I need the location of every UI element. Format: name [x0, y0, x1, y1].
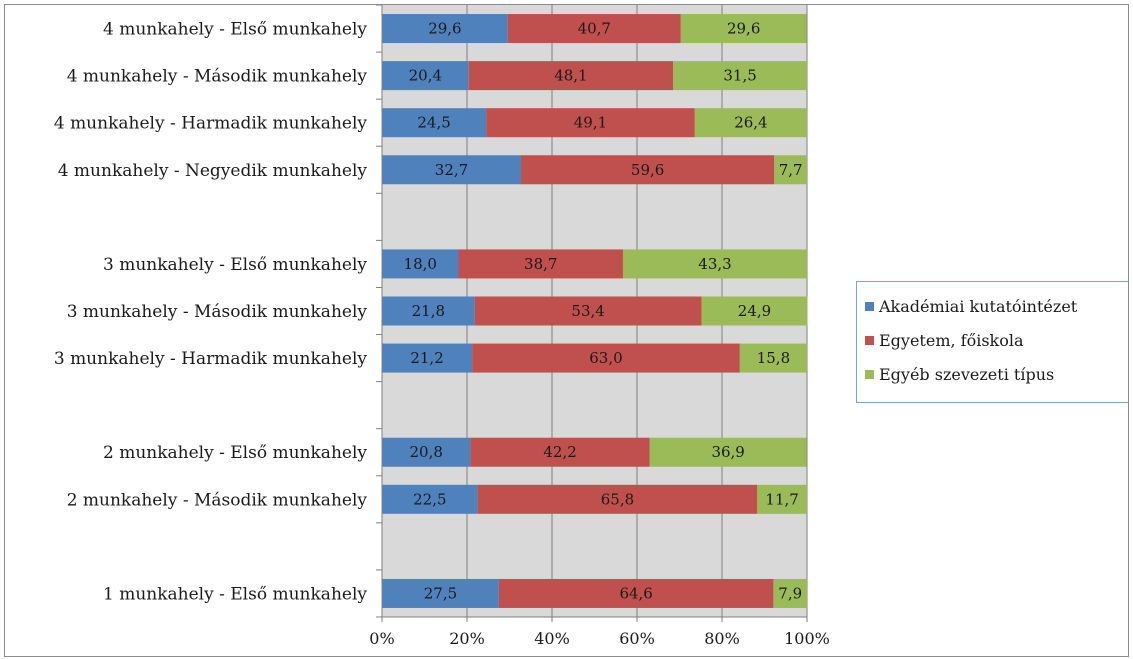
bar-segment [468, 61, 674, 91]
x-tick-label: 0% [369, 629, 394, 648]
bar-segment [507, 14, 681, 44]
data-label: 20,8 [409, 443, 442, 461]
bars [382, 14, 808, 608]
axes [376, 5, 808, 622]
category-label: 4 munkahely - Első munkahely [103, 20, 367, 40]
legend-label: Egyéb szevezeti típus [879, 364, 1055, 384]
category-label: 3 munkahely - Harmadik munkahely [54, 349, 368, 369]
category-label: 4 munkahely - Negyedik munkahely [58, 161, 368, 181]
bar-segment [498, 578, 774, 608]
bar-segment [382, 437, 471, 467]
category-label: 2 munkahely - Második munkahely [67, 490, 368, 510]
bar-segment [680, 14, 807, 44]
bar-segment [472, 343, 740, 373]
stacked-bar-chart: 0% 20% 40% 60% 80% 100% 4 munkahely - Első mun… [54, 5, 830, 648]
legend: Akadémiai kutatóintézet Egyetem, főiskol… [856, 281, 1128, 403]
x-tick-label: 60% [619, 629, 655, 648]
legend-item: Egyéb szevezeti típus [865, 357, 1128, 391]
bar-segment [477, 484, 758, 514]
bar-segment [382, 155, 521, 185]
data-label: 21,8 [412, 302, 445, 320]
bar-segment [520, 155, 775, 185]
data-label: 27,5 [424, 584, 457, 602]
category-label: 2 munkahely - Első munkahely [103, 443, 367, 463]
data-label: 15,8 [757, 349, 790, 367]
data-label: 20,4 [409, 67, 442, 85]
legend-swatch-green [865, 369, 874, 379]
bar-segment [486, 108, 695, 138]
data-label: 26,4 [734, 114, 767, 132]
category-label: 4 munkahely - Második munkahely [67, 67, 368, 87]
bar-segment [649, 437, 807, 467]
data-label: 59,6 [631, 161, 664, 179]
data-label: 31,5 [723, 67, 756, 85]
x-tick-label: 80% [704, 629, 740, 648]
chart-frame: 0% 20% 40% 60% 80% 100% 4 munkahely - Első mun… [4, 4, 1129, 657]
bar-segment [382, 61, 469, 91]
data-label: 49,1 [574, 114, 607, 132]
x-tick-label: 20% [449, 629, 485, 648]
bar-segment [382, 296, 475, 326]
data-label: 40,7 [578, 20, 611, 38]
legend-label: Egyetem, főiskola [879, 330, 1024, 350]
bar-segment [774, 155, 807, 185]
legend-item: Akadémiai kutatóintézet [865, 289, 1128, 323]
labels: 0% 20% 40% 60% 80% 100% 4 munkahely - Első mun… [54, 20, 830, 648]
data-label: 64,6 [619, 584, 652, 602]
legend-item: Egyetem, főiskola [865, 323, 1128, 357]
bar-segment [470, 437, 650, 467]
data-label: 63,0 [589, 349, 622, 367]
bar-segment [382, 343, 473, 373]
bar-segment [474, 296, 702, 326]
bar-segment [673, 61, 807, 91]
legend-swatch-red [865, 335, 874, 345]
bar-segment [382, 484, 478, 514]
data-label: 7,9 [778, 584, 802, 602]
data-label: 7,7 [779, 161, 803, 179]
category-label: 3 munkahely - Első munkahely [103, 255, 367, 275]
bar-segment [458, 249, 623, 279]
bar-segment [701, 296, 808, 326]
legend-swatch-blue [865, 301, 874, 311]
data-label: 29,6 [727, 20, 760, 38]
data-label: 43,3 [698, 255, 731, 273]
bar-segment [382, 578, 499, 608]
bar-segment [773, 578, 807, 608]
data-label: 24,9 [738, 302, 771, 320]
data-label: 42,2 [543, 443, 576, 461]
bar-segment [757, 484, 807, 514]
x-tick-label: 40% [534, 629, 570, 648]
category-label: 1 munkahely - Első munkahely [103, 584, 367, 604]
data-label: 22,5 [413, 490, 446, 508]
data-label: 24,5 [417, 114, 450, 132]
legend-label: Akadémiai kutatóintézet [879, 296, 1078, 316]
data-label: 53,4 [571, 302, 604, 320]
data-label: 65,8 [601, 490, 634, 508]
data-label: 38,7 [524, 255, 557, 273]
bar-segment [382, 249, 459, 279]
bar-segment [694, 108, 807, 138]
data-label: 11,7 [765, 490, 798, 508]
category-label: 3 munkahely - Második munkahely [67, 302, 368, 322]
bar-segment [382, 108, 487, 138]
data-label: 36,9 [711, 443, 744, 461]
bar-segment [382, 14, 508, 44]
bar-segment [739, 343, 807, 373]
bar-segment [622, 249, 807, 279]
data-label: 18,0 [404, 255, 437, 273]
category-label: 4 munkahely - Harmadik munkahely [54, 114, 368, 134]
data-label: 21,2 [410, 349, 443, 367]
data-label: 29,6 [428, 20, 461, 38]
data-label: 48,1 [554, 67, 587, 85]
data-label: 32,7 [435, 161, 468, 179]
x-tick-label: 100% [784, 629, 830, 648]
